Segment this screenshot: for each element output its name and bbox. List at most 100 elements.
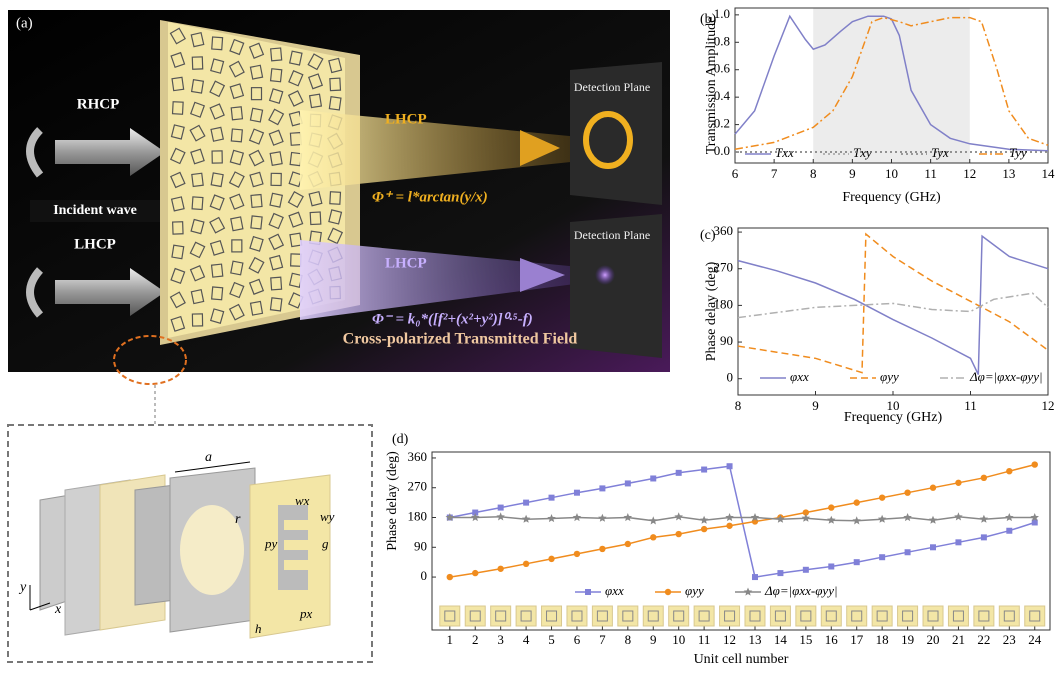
x-tick-label: 8 [625, 632, 632, 647]
dim-label: r [235, 512, 241, 527]
x-tick-label: 8 [810, 166, 817, 181]
marker [852, 516, 861, 524]
marker [727, 463, 733, 469]
x-tick-label: 1 [447, 632, 454, 647]
x-tick-label: 5 [548, 632, 555, 647]
x-tick-label: 12 [1042, 398, 1055, 413]
marker [676, 470, 682, 476]
cell-icon [592, 606, 612, 626]
figure: (a) RHCP Incident wave LHCP Detection Pl… [0, 0, 1061, 668]
marker [879, 494, 885, 500]
y-tick-label: 90 [414, 538, 427, 553]
marker [955, 539, 961, 545]
x-axis-label: Unit cell number [694, 652, 789, 667]
series-line [450, 466, 1035, 577]
inset: a wx wy g r py px h y x [8, 425, 372, 662]
cell-icon [491, 606, 511, 626]
cell-icon [516, 606, 536, 626]
cell-icon [745, 606, 765, 626]
y-tick-label: 90 [720, 333, 733, 348]
marker [650, 475, 656, 481]
cell-icon [542, 606, 562, 626]
marker [522, 515, 531, 523]
x-tick-label: 3 [497, 632, 504, 647]
marker [650, 534, 656, 540]
y-tick-label: 180 [408, 508, 428, 523]
marker [649, 516, 658, 524]
x-tick-label: 9 [812, 398, 819, 413]
output-label: LHCP [385, 255, 427, 271]
dim-label: px [299, 606, 313, 621]
formula: Φ⁺ = l*arctan(y/x) [372, 189, 488, 205]
y-tick-label: 0 [727, 370, 734, 385]
marker [447, 574, 453, 580]
marker [573, 513, 582, 521]
marker [574, 490, 580, 496]
marker [497, 566, 503, 572]
y-tick-label: 360 [408, 449, 428, 464]
marker [905, 549, 911, 555]
x-tick-label: 6 [574, 632, 581, 647]
x-tick-label: 2 [472, 632, 479, 647]
marker [547, 514, 556, 522]
legend-label: φxx [605, 583, 624, 598]
x-tick-label: 8 [735, 398, 742, 413]
marker [776, 515, 785, 523]
dim-label: a [205, 450, 212, 465]
marker [599, 546, 605, 552]
y-tick-label: 360 [714, 223, 734, 238]
axis-label: y [18, 580, 27, 595]
marker [598, 514, 607, 522]
dim-label: h [255, 621, 262, 636]
marker [930, 485, 936, 491]
incident-bottom-label: LHCP [74, 236, 116, 252]
cell-icon [898, 606, 918, 626]
x-tick-label: 11 [924, 166, 937, 181]
x-tick-label: 14 [1042, 166, 1056, 181]
x-tick-label: 21 [952, 632, 965, 647]
legend-label: Δφ=|φxx-φyy| [764, 583, 838, 598]
marker [574, 551, 580, 557]
marker [981, 475, 987, 481]
illustration: (a) RHCP Incident wave LHCP Detection Pl… [8, 10, 670, 384]
x-tick-label: 15 [799, 632, 812, 647]
marker [854, 499, 860, 505]
cell-icon [669, 606, 689, 626]
cell-icon [720, 606, 740, 626]
cell-icon [1025, 606, 1045, 626]
marker [472, 570, 478, 576]
marker [903, 513, 912, 521]
marker [701, 526, 707, 532]
x-tick-label: 18 [876, 632, 889, 647]
x-axis-label: Frequency (GHz) [842, 190, 941, 205]
marker [675, 531, 681, 537]
slot [284, 520, 308, 530]
x-tick-label: 7 [599, 632, 606, 647]
marker [904, 489, 910, 495]
shaded-band [813, 8, 970, 163]
x-tick-label: 9 [849, 166, 856, 181]
cell-icon [618, 606, 638, 626]
marker [981, 534, 987, 540]
marker [523, 561, 529, 567]
marker [599, 485, 605, 491]
x-tick-label: 16 [825, 632, 839, 647]
x-tick-label: 4 [523, 632, 530, 647]
detection-label: Detection Plane [574, 228, 650, 242]
cell-icon [567, 606, 587, 626]
dim-label: wy [320, 509, 335, 524]
y-tick-label: 0 [421, 568, 428, 583]
x-tick-label: 11 [964, 398, 977, 413]
marker [548, 556, 554, 562]
marker [955, 480, 961, 486]
panel-label: (d) [392, 432, 409, 447]
marker [585, 589, 591, 595]
legend-label: Δφ=|φxx-φyy| [969, 369, 1043, 384]
marker [674, 512, 683, 520]
x-tick-label: 6 [732, 166, 739, 181]
x-tick-label: 13 [748, 632, 761, 647]
marker [726, 523, 732, 529]
x-tick-label: 11 [698, 632, 711, 647]
marker [879, 554, 885, 560]
marker [1032, 461, 1038, 467]
